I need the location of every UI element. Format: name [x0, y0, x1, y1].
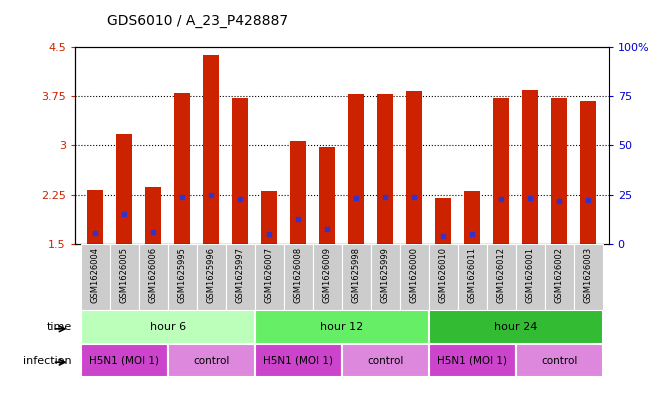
Text: H5N1 (MOI 1): H5N1 (MOI 1)	[263, 356, 333, 365]
Bar	[406, 91, 422, 244]
Bar	[232, 98, 248, 244]
Bar	[429, 310, 603, 344]
Bar	[312, 244, 342, 310]
Text: control: control	[367, 356, 404, 365]
Bar	[464, 191, 480, 244]
Bar	[255, 310, 429, 344]
Bar	[284, 244, 312, 310]
Bar	[551, 98, 567, 244]
Bar	[581, 101, 596, 244]
Bar	[429, 244, 458, 310]
Text: H5N1 (MOI 1): H5N1 (MOI 1)	[89, 356, 159, 365]
Text: time: time	[46, 322, 72, 332]
Text: GSM1625996: GSM1625996	[207, 247, 215, 303]
Bar	[342, 344, 429, 377]
Bar	[516, 344, 603, 377]
Bar	[319, 147, 335, 244]
Text: hour 12: hour 12	[320, 322, 363, 332]
Text: GSM1626003: GSM1626003	[584, 247, 593, 303]
Bar	[348, 94, 365, 244]
Bar	[87, 190, 103, 244]
Text: GSM1625998: GSM1625998	[352, 247, 361, 303]
Text: GSM1626006: GSM1626006	[148, 247, 158, 303]
Bar	[458, 244, 487, 310]
Text: GSM1626001: GSM1626001	[526, 247, 535, 303]
Bar	[378, 94, 393, 244]
Bar	[290, 141, 306, 244]
Bar	[197, 244, 226, 310]
Text: GSM1626004: GSM1626004	[90, 247, 100, 303]
Text: hour 24: hour 24	[494, 322, 538, 332]
Bar	[255, 344, 342, 377]
Text: GSM1626007: GSM1626007	[265, 247, 273, 303]
Text: GSM1626005: GSM1626005	[120, 247, 129, 303]
Bar	[81, 310, 255, 344]
Bar	[574, 244, 603, 310]
Bar	[117, 134, 132, 244]
Bar	[203, 55, 219, 244]
Text: GDS6010 / A_23_P428887: GDS6010 / A_23_P428887	[107, 13, 288, 28]
Text: infection: infection	[23, 356, 72, 365]
Bar	[522, 90, 538, 244]
Text: GSM1625999: GSM1625999	[381, 247, 390, 303]
Bar	[342, 244, 371, 310]
Text: GSM1625997: GSM1625997	[236, 247, 245, 303]
Bar	[261, 191, 277, 244]
Bar	[545, 244, 574, 310]
Bar	[226, 244, 255, 310]
Bar	[400, 244, 429, 310]
Bar	[168, 344, 255, 377]
Text: GSM1626002: GSM1626002	[555, 247, 564, 303]
Text: control: control	[193, 356, 229, 365]
Bar	[174, 93, 190, 244]
Text: GSM1625995: GSM1625995	[178, 247, 187, 303]
Bar	[516, 244, 545, 310]
Text: GSM1626012: GSM1626012	[497, 247, 506, 303]
Text: GSM1626000: GSM1626000	[410, 247, 419, 303]
Bar	[168, 244, 197, 310]
Text: GSM1626010: GSM1626010	[439, 247, 448, 303]
Text: hour 6: hour 6	[150, 322, 186, 332]
Bar	[371, 244, 400, 310]
Bar	[139, 244, 168, 310]
Text: control: control	[541, 356, 577, 365]
Bar	[436, 198, 451, 244]
Bar	[81, 244, 109, 310]
Text: GSM1626011: GSM1626011	[468, 247, 477, 303]
Bar	[81, 344, 168, 377]
Bar	[493, 97, 509, 244]
Text: H5N1 (MOI 1): H5N1 (MOI 1)	[437, 356, 507, 365]
Bar	[429, 344, 516, 377]
Bar	[487, 244, 516, 310]
Bar	[255, 244, 284, 310]
Bar	[109, 244, 139, 310]
Text: GSM1626008: GSM1626008	[294, 247, 303, 303]
Text: GSM1626009: GSM1626009	[323, 247, 332, 303]
Bar	[145, 187, 161, 244]
